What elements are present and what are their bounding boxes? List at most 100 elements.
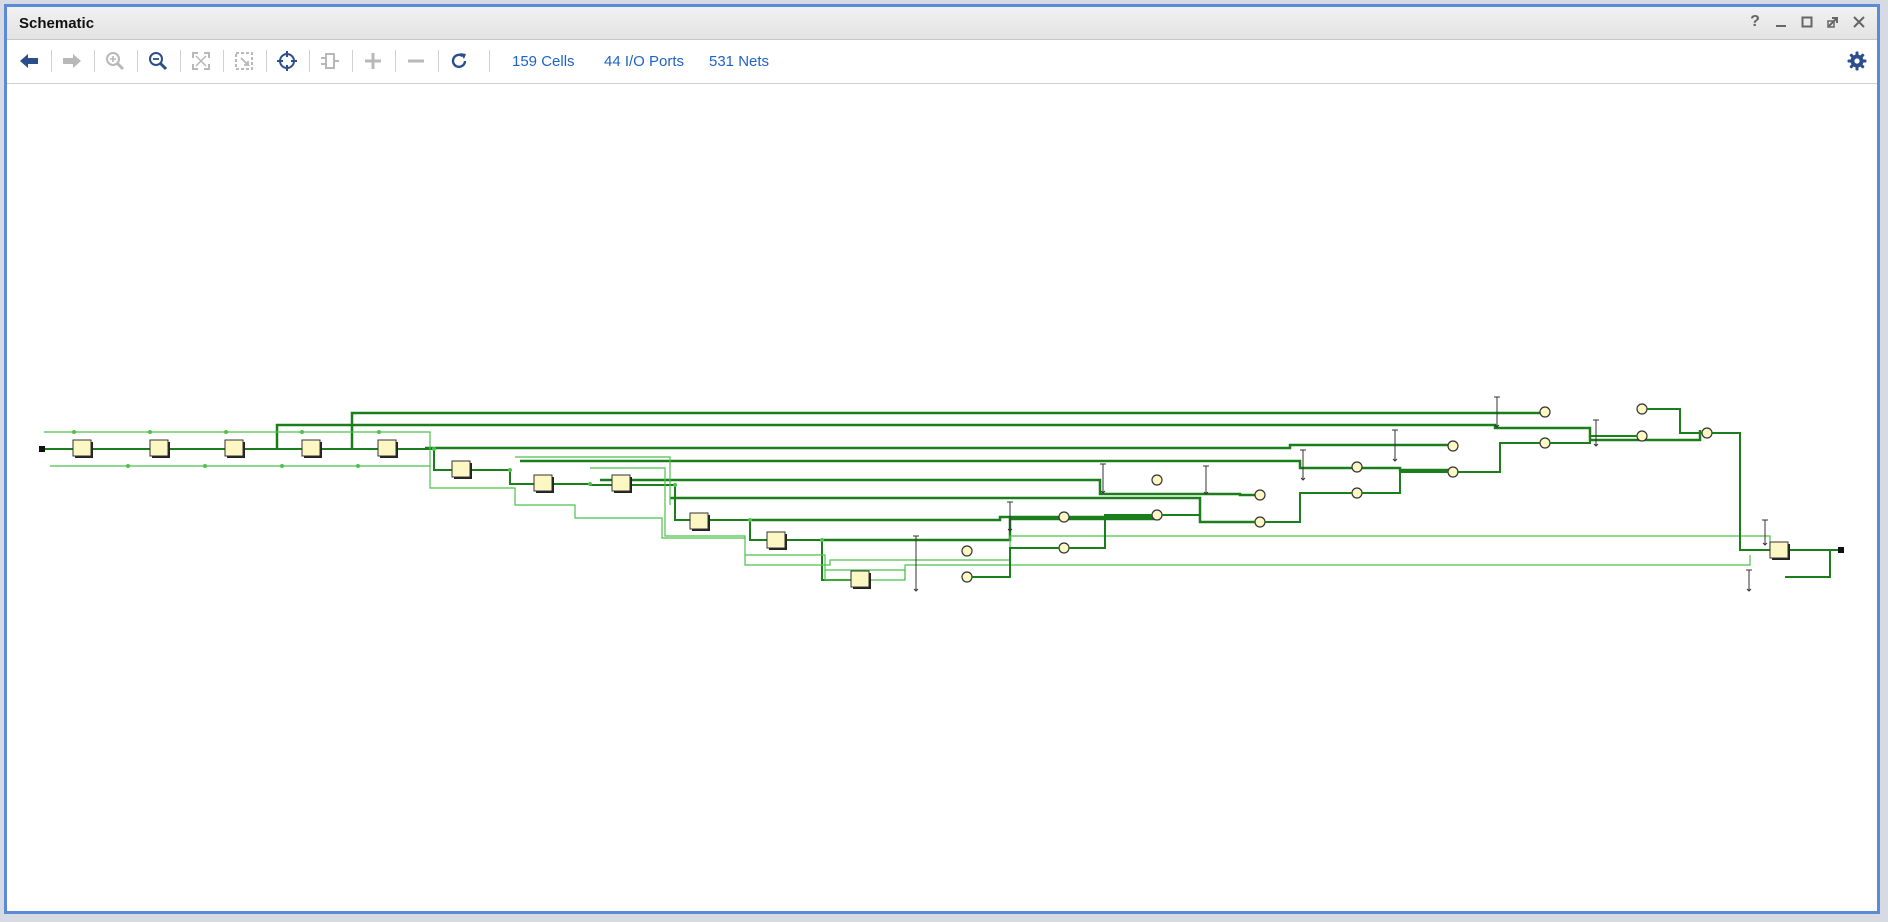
close-icon[interactable] — [1849, 11, 1869, 33]
gate-cell-11[interactable] — [1151, 474, 1163, 486]
feedback-net[interactable] — [750, 515, 1160, 522]
gate-cell-1[interactable] — [1636, 403, 1648, 415]
plus-icon — [365, 53, 381, 69]
collapse-button[interactable] — [402, 47, 430, 75]
minimize-icon[interactable] — [1771, 11, 1791, 33]
help-icon[interactable]: ? — [1750, 13, 1760, 30]
clock-net[interactable] — [44, 431, 431, 465]
register-cell-7[interactable] — [611, 474, 632, 493]
arrow-left-icon — [20, 54, 38, 68]
const-tie[interactable] — [1746, 588, 1752, 592]
net-wire[interactable] — [515, 456, 671, 505]
register-cell-0[interactable] — [72, 439, 93, 458]
zoom-in-button[interactable] — [101, 47, 129, 75]
gate-cell-13[interactable] — [1058, 511, 1070, 523]
net-wire[interactable] — [744, 535, 1771, 566]
feedback-net[interactable] — [670, 496, 1260, 524]
cells-count-link[interactable]: 159 Cells — [512, 53, 575, 70]
const-tie[interactable] — [1593, 443, 1599, 447]
schematic-diagram[interactable] — [7, 84, 1877, 911]
net-junction — [377, 430, 381, 434]
zoom-area-button[interactable] — [230, 47, 258, 75]
net-wire[interactable] — [552, 483, 612, 486]
gate-cell-9[interactable] — [1254, 489, 1266, 501]
feedback-net[interactable] — [520, 459, 1450, 472]
gate-cell-16[interactable] — [961, 571, 973, 583]
forward-button[interactable] — [58, 47, 86, 75]
register-cell-8[interactable] — [689, 512, 710, 531]
const-tie[interactable] — [1494, 424, 1500, 428]
maximize-icon[interactable] — [1797, 11, 1817, 33]
const-tie[interactable] — [1300, 477, 1306, 481]
schematic-canvas[interactable] — [7, 84, 1877, 911]
register-cell-1[interactable] — [149, 439, 170, 458]
feedback-net[interactable] — [350, 411, 1545, 450]
zoom-fit-button[interactable] — [187, 47, 215, 75]
refresh-icon — [451, 53, 467, 69]
net-wire[interactable] — [1712, 432, 1770, 551]
feedback-net[interactable] — [820, 517, 1160, 542]
net-wire[interactable] — [1457, 442, 1540, 473]
gate-cell-8[interactable] — [1351, 487, 1363, 499]
net-wire[interactable] — [630, 484, 690, 521]
net-junction — [280, 464, 284, 468]
net-wire[interactable] — [972, 547, 1059, 578]
register-cell-11[interactable] — [1769, 541, 1790, 560]
back-button[interactable] — [15, 47, 43, 75]
net-wire[interactable] — [590, 467, 905, 571]
gate-cell-7[interactable] — [1351, 461, 1363, 473]
cell-button[interactable] — [316, 47, 344, 75]
gate-cell-4[interactable] — [1539, 437, 1551, 449]
expand-button[interactable] — [359, 47, 387, 75]
const-tie[interactable] — [913, 588, 919, 592]
gate-cell-5[interactable] — [1447, 440, 1459, 452]
output-port[interactable] — [1838, 547, 1844, 553]
net-wire[interactable] — [1550, 435, 1637, 444]
gate-cell-0[interactable] — [1539, 406, 1551, 418]
const-tie[interactable] — [1007, 528, 1013, 532]
register-cell-6[interactable] — [533, 474, 554, 493]
gate-cell-15[interactable] — [961, 545, 973, 557]
net-wire[interactable] — [1265, 492, 1352, 523]
io-ports-count-link[interactable]: 44 I/O Ports — [604, 53, 685, 70]
net-wire[interactable] — [1069, 514, 1152, 549]
arrow-right-icon — [63, 54, 81, 68]
feedback-net[interactable] — [425, 443, 1450, 450]
const-tie[interactable] — [1100, 490, 1106, 494]
net-wire[interactable] — [470, 469, 534, 485]
register-cell-2[interactable] — [224, 439, 245, 458]
register-cell-4[interactable] — [377, 439, 398, 458]
gear-icon — [1847, 51, 1867, 71]
gate-cell-6[interactable] — [1447, 466, 1459, 478]
output-net[interactable] — [1785, 549, 1831, 578]
feedback-net[interactable] — [275, 423, 1702, 450]
register-cell-9[interactable] — [766, 531, 787, 550]
register-cell-10[interactable] — [850, 570, 871, 589]
const-tie[interactable] — [1392, 458, 1398, 462]
net-wire[interactable] — [396, 448, 452, 471]
register-cell-5[interactable] — [451, 460, 472, 479]
zoom-out-button[interactable] — [144, 47, 172, 75]
register-cell-3[interactable] — [301, 439, 322, 458]
refresh-button[interactable] — [445, 47, 473, 75]
enable-net[interactable] — [429, 465, 745, 539]
gate-cell-12[interactable] — [1151, 509, 1163, 521]
net-wire[interactable] — [1362, 471, 1448, 494]
const-tie[interactable] — [1203, 491, 1209, 495]
input-port[interactable] — [39, 446, 45, 452]
gate-cell-14[interactable] — [1058, 542, 1070, 554]
gate-cell-10[interactable] — [1254, 516, 1266, 528]
gate-cell-3[interactable] — [1701, 427, 1713, 439]
gate-cell-2[interactable] — [1636, 430, 1648, 442]
feedback-net[interactable] — [600, 478, 1260, 497]
minus-icon — [408, 59, 424, 63]
const-tie[interactable] — [1762, 542, 1768, 546]
net-wire[interactable] — [708, 519, 767, 541]
net-wire[interactable] — [1647, 408, 1702, 434]
settings-button[interactable] — [1843, 47, 1871, 75]
float-icon[interactable] — [1823, 11, 1843, 33]
crosshair-button[interactable] — [273, 47, 301, 75]
net-wire[interactable] — [1162, 514, 1255, 523]
net-junction — [508, 468, 512, 472]
nets-count-link[interactable]: 531 Nets — [709, 53, 770, 70]
